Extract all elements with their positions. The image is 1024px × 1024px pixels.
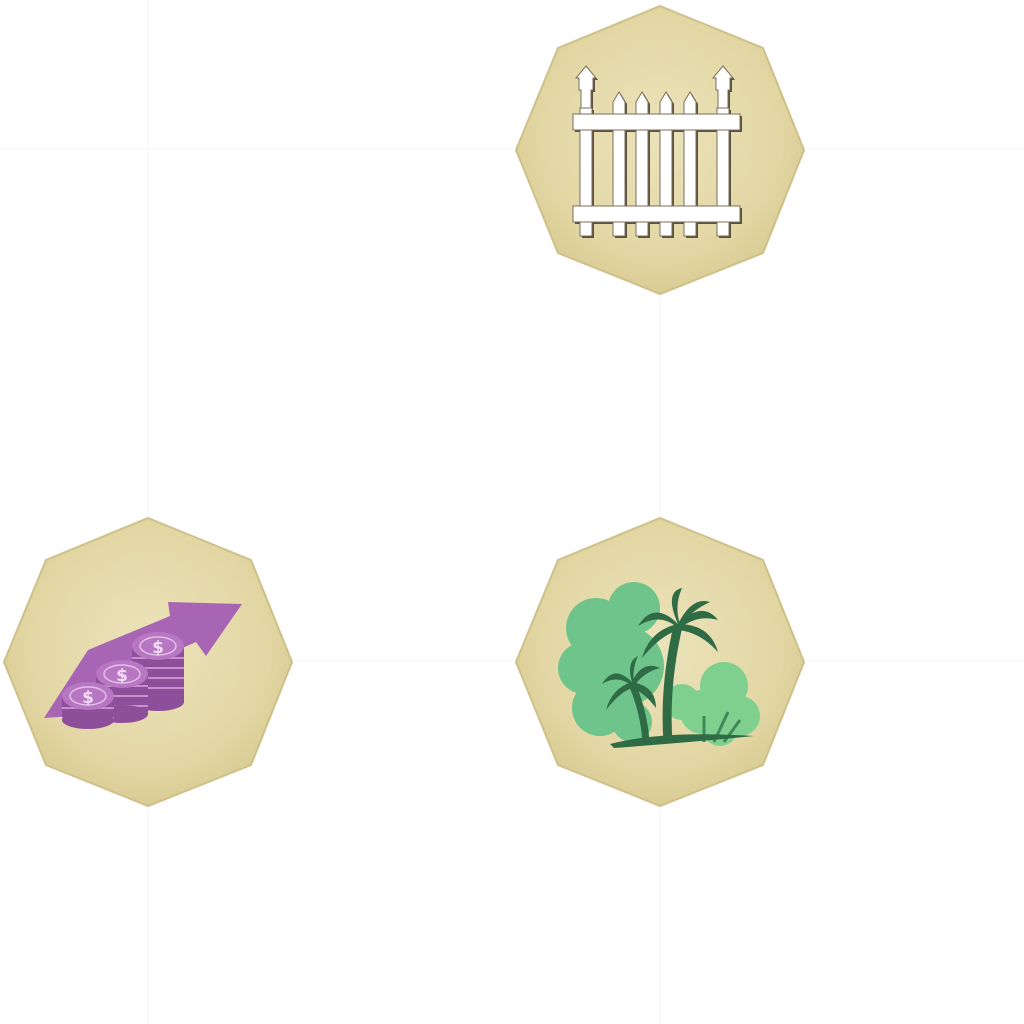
svg-text:$: $: [116, 666, 128, 686]
income-token-graphic: $ $: [2, 516, 294, 808]
fence-token[interactable]: [514, 4, 806, 296]
grid-guide: [660, 0, 661, 1024]
svg-text:$: $: [152, 638, 164, 658]
income-token[interactable]: $ $: [2, 516, 294, 808]
picket-fence-icon: [572, 65, 742, 238]
park-token[interactable]: [514, 516, 806, 808]
park-token-graphic: [514, 516, 806, 808]
grid-guide: [0, 660, 1024, 661]
palm-trees-garden-icon: [558, 582, 760, 748]
svg-text:$: $: [82, 688, 94, 708]
grid-guide: [148, 0, 149, 1024]
coin-stack-growth-icon: $ $: [44, 602, 242, 729]
grid-guide: [0, 148, 1024, 149]
fence-token-graphic: [514, 4, 806, 296]
